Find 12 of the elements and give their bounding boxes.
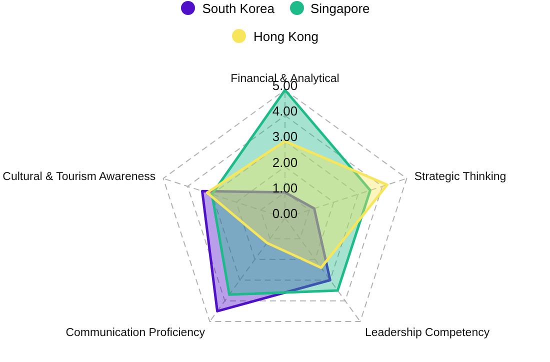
legend-label: Singapore [310, 0, 370, 16]
y-tick-label: 1.00 [272, 180, 298, 196]
spoke-label: Communication Proficiency [66, 327, 206, 340]
legend-label: Hong Kong [253, 28, 319, 44]
y-tick-label: 4.00 [272, 104, 298, 119]
y-tick-label: 2.00 [272, 154, 298, 170]
spoke-label: Leadership Competency [364, 327, 490, 340]
legend-label: South Korea [202, 0, 274, 16]
spoke-label: Strategic Thinking [414, 171, 506, 184]
spoke-label: Cultural & Tourism Awareness [2, 171, 156, 184]
y-tick-label: 0.00 [272, 206, 298, 221]
y-tick-label: 3.00 [272, 129, 298, 144]
